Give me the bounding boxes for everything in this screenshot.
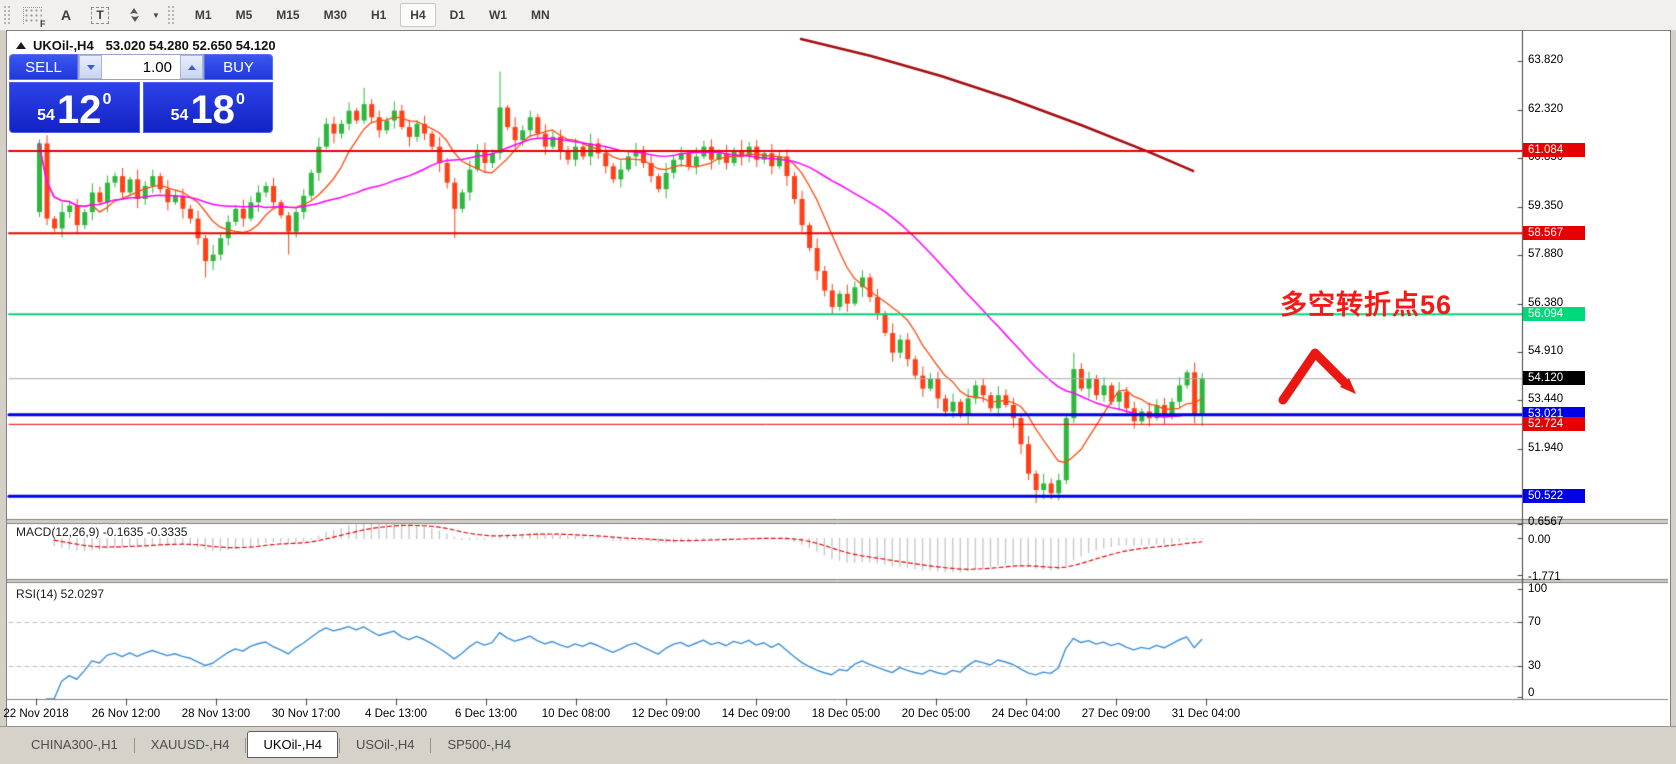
price-chart-canvas[interactable]: [7, 31, 1668, 724]
price-axis-tick: 59.350: [1528, 200, 1564, 213]
timeframe-button-mn[interactable]: MN: [530, 8, 550, 22]
price-axis-tick: 62.320: [1528, 103, 1564, 116]
time-axis-label: 4 Dec 13:00: [364, 708, 428, 720]
macd-scale-label: -1.771: [1528, 571, 1561, 584]
spin-up-icon: [187, 64, 196, 70]
one-click-trading-toggle-icon[interactable]: [16, 42, 26, 49]
time-axis-label: 18 Dec 05:00: [811, 708, 881, 720]
timeframe-button-m5[interactable]: M5: [235, 8, 253, 22]
price-line-tag: 50.522: [1523, 488, 1585, 503]
price-line-tag: 56.094: [1523, 306, 1585, 321]
buy-price-button[interactable]: 54 18 0: [142, 82, 273, 133]
time-axis-label: 12 Dec 09:00: [631, 708, 701, 720]
time-axis-label: 20 Dec 05:00: [901, 708, 971, 720]
text-label-icon[interactable]: A: [60, 7, 72, 23]
sell-price-whole: 54: [37, 107, 55, 124]
price-axis-tick: 57.880: [1528, 248, 1564, 261]
sell-price-pips: 12: [56, 88, 102, 132]
chart-tab-usoilh4[interactable]: USOil-,H4: [355, 737, 415, 752]
chart-tab-ukoilh4[interactable]: UKOil-,H4: [247, 731, 338, 758]
price-axis-tick: 54.910: [1528, 345, 1564, 358]
price-axis-tick: 51.940: [1528, 442, 1564, 455]
volume-decrease-button[interactable]: [79, 55, 102, 79]
macd-indicator-label: MACD(12,26,9) -0.1635 -0.3335: [16, 525, 188, 539]
chart-tab-xauusdh4[interactable]: XAUUSD-,H4: [150, 737, 230, 752]
timeframe-button-w1[interactable]: W1: [488, 8, 507, 22]
timeframe-button-d1[interactable]: D1: [449, 8, 465, 22]
price-line-tag: 54.120: [1523, 371, 1585, 386]
timeframe-button-h1[interactable]: H1: [370, 8, 387, 22]
price-line-tag: 61.084: [1523, 143, 1585, 158]
time-axis-label: 26 Nov 12:00: [91, 708, 161, 720]
sell-price-button[interactable]: 54 12 0: [9, 82, 140, 133]
rsi-scale-label: 70: [1528, 616, 1541, 628]
rsi-indicator-label: RSI(14) 52.0297: [16, 587, 105, 601]
time-axis-label: 30 Nov 17:00: [271, 708, 341, 720]
chart-tab-sp500h4[interactable]: SP500-,H4: [447, 737, 512, 752]
one-click-trade-widget: SELL 1.00 BUY 54 12 0 54 18 0: [9, 54, 273, 133]
chart-symbol: UKOil-,H4: [33, 38, 94, 53]
chart-window: UKOil-,H4 53.020 54.280 52.650 54.120 SE…: [3, 30, 1671, 727]
time-axis-label: 24 Dec 04:00: [991, 708, 1061, 720]
spin-down-icon: [86, 64, 95, 70]
chart-tab-bar: CHINA300-,H1 XAUUSD-,H4 UKOil-,H4 USOil-,H4…: [0, 726, 1676, 764]
toolbar-grip-2[interactable]: [166, 5, 174, 25]
price-axis-tick: 63.820: [1528, 54, 1564, 66]
volume-increase-button[interactable]: [180, 55, 203, 79]
timeframe-button-m30[interactable]: M30: [323, 8, 347, 22]
template-icon[interactable]: F: [18, 3, 46, 29]
macd-scale-label: 0.00: [1528, 534, 1551, 546]
tab-separator: [338, 738, 340, 753]
price-axis-tick: 53.440: [1528, 393, 1564, 406]
toolbar: F A T ▼ M1 M5 M15 M30 H1 H4 D1 W1 MN: [0, 0, 1676, 31]
tab-separator: [430, 738, 432, 753]
text-box-icon[interactable]: T: [86, 3, 114, 27]
toolbar-grip[interactable]: [3, 5, 10, 25]
volume-stepper: 1.00: [78, 54, 204, 80]
price-line-tag: 52.724: [1523, 416, 1585, 431]
time-axis-label: 28 Nov 13:00: [181, 708, 251, 720]
time-axis-label: 22 Nov 2018: [3, 708, 69, 720]
sell-price-point: 0: [102, 91, 112, 108]
chart-tab-china300h1[interactable]: CHINA300-,H1: [31, 737, 118, 752]
volume-input[interactable]: 1.00: [142, 58, 172, 76]
timeframe-button-m1[interactable]: M1: [194, 8, 212, 22]
rsi-scale-label: 30: [1528, 660, 1541, 672]
buy-price-pips: 18: [190, 88, 235, 132]
time-axis-label: 10 Dec 08:00: [541, 708, 611, 720]
dropdown-caret-icon[interactable]: ▼: [152, 10, 160, 20]
buy-button[interactable]: BUY: [204, 54, 273, 80]
sell-button[interactable]: SELL: [9, 54, 78, 80]
tab-separator: [245, 738, 247, 753]
timeframe-buttons: M1 M5 M15 M30 H1 H4 D1 W1 MN: [183, 3, 562, 27]
trend-annotation-text[interactable]: 多空转折点56: [1279, 290, 1452, 320]
timeframe-button-h4[interactable]: H4: [400, 3, 436, 27]
time-axis-label: 6 Dec 13:00: [454, 708, 518, 720]
time-axis-label: 27 Dec 09:00: [1081, 708, 1151, 720]
price-line-tag: 58.567: [1523, 225, 1585, 240]
macd-scale-label: 0.6567: [1528, 516, 1564, 529]
draw-objects-icon[interactable]: [120, 3, 148, 27]
time-axis-label: 31 Dec 04:00: [1171, 708, 1241, 720]
rsi-scale-label: 100: [1528, 583, 1548, 595]
rsi-scale-label: 0: [1528, 687, 1535, 699]
price-axis-tick: 56.380: [1528, 297, 1564, 310]
time-axis-label: 14 Dec 09:00: [721, 708, 791, 720]
buy-price-point: 0: [235, 91, 245, 108]
tab-separator: [133, 738, 135, 753]
chart-title: UKOil-,H4 53.020 54.280 52.650 54.120: [16, 38, 276, 53]
chart-ohlc-values: 53.020 54.280 52.650 54.120: [105, 38, 276, 53]
timeframe-button-m15[interactable]: M15: [276, 8, 300, 22]
buy-price-whole: 54: [170, 107, 189, 124]
